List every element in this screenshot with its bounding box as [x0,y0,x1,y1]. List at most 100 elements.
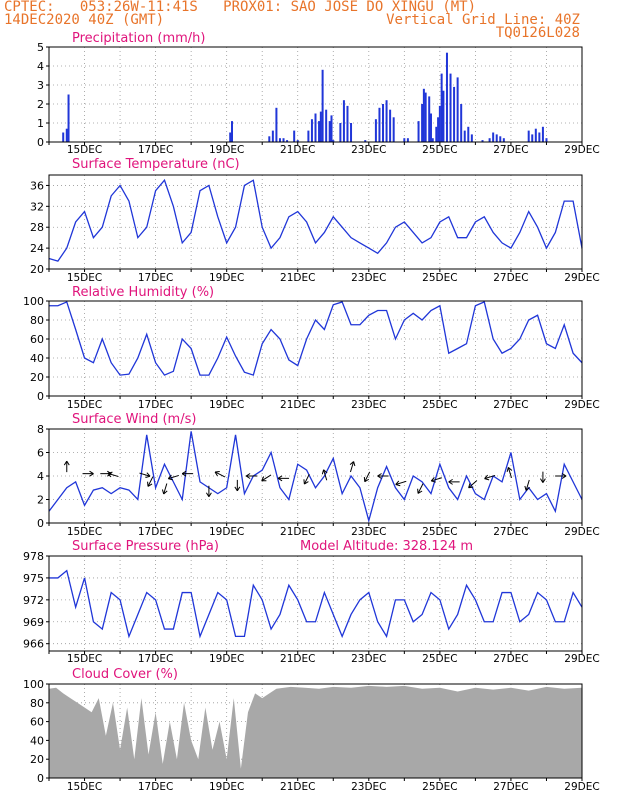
precipitation-bar [282,138,285,142]
wind-arrow [261,474,272,482]
pressure-frame [48,555,583,652]
temperature-ytick-label: 36 [30,179,44,192]
wind-xtick-label: 15DEC [67,526,102,538]
wind-arrowhead [234,486,241,492]
wind-arrow [484,474,496,480]
wind-xtick-label: 25DEC [422,526,457,538]
wind-arrowhead [506,467,513,473]
wind-arrowhead [63,460,70,466]
header-run-id: TQ0126L028 [495,25,580,41]
temperature-xtick-label: 27DEC [493,272,528,284]
wind-arrow [507,467,512,479]
pressure-ytick-label: 969 [23,616,44,629]
precipitation-ytick-label: 1 [37,117,44,130]
wind-arrowhead [363,476,370,483]
header-date: 14DEC2020 40Z (GMT) [4,12,165,28]
temperature-xtick-label: 19DEC [209,272,244,284]
cloud-cover-xtick-label: 21DEC [280,781,315,793]
precipitation-bar [492,132,495,142]
temperature-ytick-label: 24 [30,242,44,255]
precipitation-bar [307,130,310,142]
precipitation-bar [545,138,548,142]
wind-arrow [395,480,407,485]
wind-arrowhead [167,474,173,481]
wind-arrowhead [214,471,220,477]
precipitation-bar [67,94,70,142]
cloud-cover-ytick-label: 60 [30,716,44,729]
precipitation-bar [406,138,409,142]
humidity-xtick-label: 21DEC [280,399,315,411]
wind-arrowhead [561,473,567,479]
humidity-ytick-label: 100 [23,295,44,308]
wind-ytick-label: 8 [37,423,44,436]
precipitation-xtick-label: 17DEC [138,144,173,156]
precipitation-xtick-label: 29DEC [564,144,599,156]
cloud-cover-area [49,685,582,778]
precipitation-bar [438,105,441,142]
precipitation-bar [431,138,434,142]
pressure-ytick-label: 972 [23,594,44,607]
cloud-cover-frame [48,683,583,779]
humidity-xtick-label: 15DEC [67,399,102,411]
temperature-xtick-label: 23DEC [351,272,386,284]
humidity-xtick-label: 17DEC [138,399,173,411]
precipitation-bar [319,111,322,142]
wind-arrow [323,469,328,481]
cloud-cover-ytick-label: 0 [37,772,44,785]
pressure-xtick-label: 21DEC [280,653,315,665]
precipitation-bar [467,126,470,142]
precipitation-bar [541,126,544,142]
precipitation-frame [48,46,583,143]
precipitation-bar [364,140,367,142]
humidity-ytick-label: 40 [30,352,44,365]
humidity-ytick-label: 60 [30,333,44,346]
precipitation-xtick-label: 21DEC [280,144,315,156]
wind-arrowhead [303,479,309,485]
pressure-xtick-label: 17DEC [138,653,173,665]
precipitation-bar [481,140,484,142]
wind-arrowhead [484,474,490,481]
wind-arrowhead [161,489,168,495]
precipitation-bar [460,104,463,142]
precipitation-bar [286,140,289,142]
pressure-ytick-label: 978 [23,550,44,563]
precipitation-xtick-label: 15DEC [67,144,102,156]
precipitation-bar [389,109,392,142]
precipitation-bar [456,77,459,142]
temperature-xtick-label: 25DEC [422,272,457,284]
temperature-xtick-label: 15DEC [67,272,102,284]
precipitation-bar [527,130,530,142]
precipitation-bar [488,138,491,142]
precipitation-bar [382,104,385,142]
wind-ytick-label: 2 [37,494,44,507]
precipitation-bar [346,105,349,142]
precipitation-bar [435,126,438,142]
humidity-xtick-label: 19DEC [209,399,244,411]
wind-arrowhead [430,477,436,483]
precipitation-bar [531,134,534,142]
humidity-ytick-label: 0 [37,390,44,403]
precipitation-bar [424,92,427,142]
precipitation-xtick-label: 27DEC [493,144,528,156]
wind-ytick-label: 6 [37,447,44,460]
wind-arrow [214,471,226,478]
precipitation-bar [445,52,448,143]
wind-arrow [364,471,371,482]
pressure-annotation: Model Altitude: 328.124 m [300,539,473,554]
cloud-cover-xtick-label: 15DEC [67,781,102,793]
wind-arrow [107,472,119,478]
precipitation-bar [332,140,335,142]
wind-arrowhead [107,471,113,478]
wind-ytick-label: 4 [37,470,44,483]
humidity-frame [48,300,583,397]
precipitation-xtick-label: 23DEC [351,144,386,156]
precipitation-bar [374,119,377,142]
wind-arrowhead [377,473,382,479]
humidity-line [49,301,583,376]
wind-line [48,431,583,524]
precipitation-bar [328,121,331,142]
cloud-cover-xtick-label: 17DEC [138,781,173,793]
wind-frame [48,428,583,524]
cloud-cover-ytick-label: 100 [23,678,44,691]
